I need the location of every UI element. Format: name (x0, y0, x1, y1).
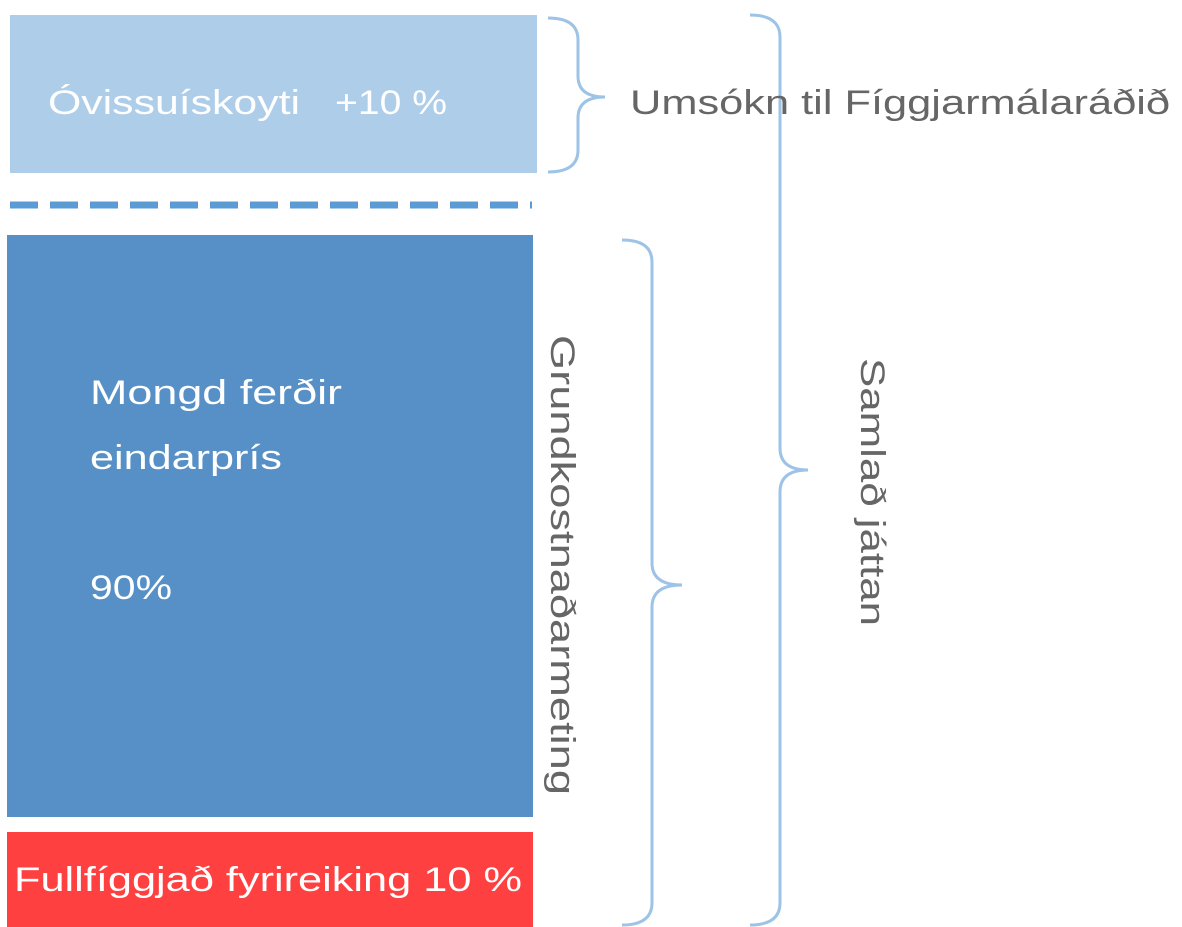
contingency-box (10, 15, 537, 173)
contingency-amount: +10 % (335, 84, 447, 122)
application-label: Umsókn til Fíggjarmálaráðið (630, 84, 1170, 122)
brace (547, 16, 606, 174)
prefunded-label: Fullfíggjað fyrireiking 10 % (14, 861, 522, 899)
brace (621, 238, 683, 927)
base-line: Mongd ferðir (90, 374, 342, 412)
base-line: eindarprís (90, 439, 282, 477)
base-estimate-label: Grundkostnaðarmeting (543, 335, 581, 795)
brace (749, 13, 809, 927)
total-label: Samlað játtan (853, 358, 891, 626)
base-line: 90% (90, 569, 172, 607)
base-box (7, 235, 533, 817)
prefunded-box (7, 832, 533, 927)
contingency-label: Óvissuískoyti (48, 84, 300, 122)
